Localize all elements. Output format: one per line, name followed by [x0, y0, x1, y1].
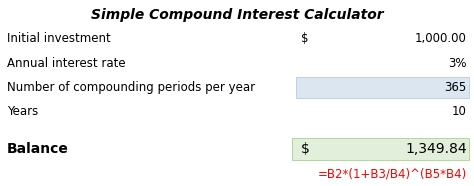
FancyBboxPatch shape: [292, 138, 469, 160]
Text: 365: 365: [445, 81, 467, 94]
Text: Balance: Balance: [7, 142, 69, 156]
Text: Simple Compound Interest Calculator: Simple Compound Interest Calculator: [91, 8, 383, 22]
Text: Number of compounding periods per year: Number of compounding periods per year: [7, 81, 255, 94]
Text: 10: 10: [452, 105, 467, 118]
Text: Years: Years: [7, 105, 38, 118]
FancyBboxPatch shape: [296, 77, 469, 98]
Text: =B2*(1+B3/B4)^(B5*B4): =B2*(1+B3/B4)^(B5*B4): [318, 167, 467, 180]
Text: Initial investment: Initial investment: [7, 32, 111, 45]
Text: Annual interest rate: Annual interest rate: [7, 57, 126, 70]
Text: 1,000.00: 1,000.00: [415, 32, 467, 45]
Text: $: $: [301, 142, 310, 156]
Text: 1,349.84: 1,349.84: [405, 142, 467, 156]
Text: 3%: 3%: [448, 57, 467, 70]
Text: $: $: [301, 32, 309, 45]
